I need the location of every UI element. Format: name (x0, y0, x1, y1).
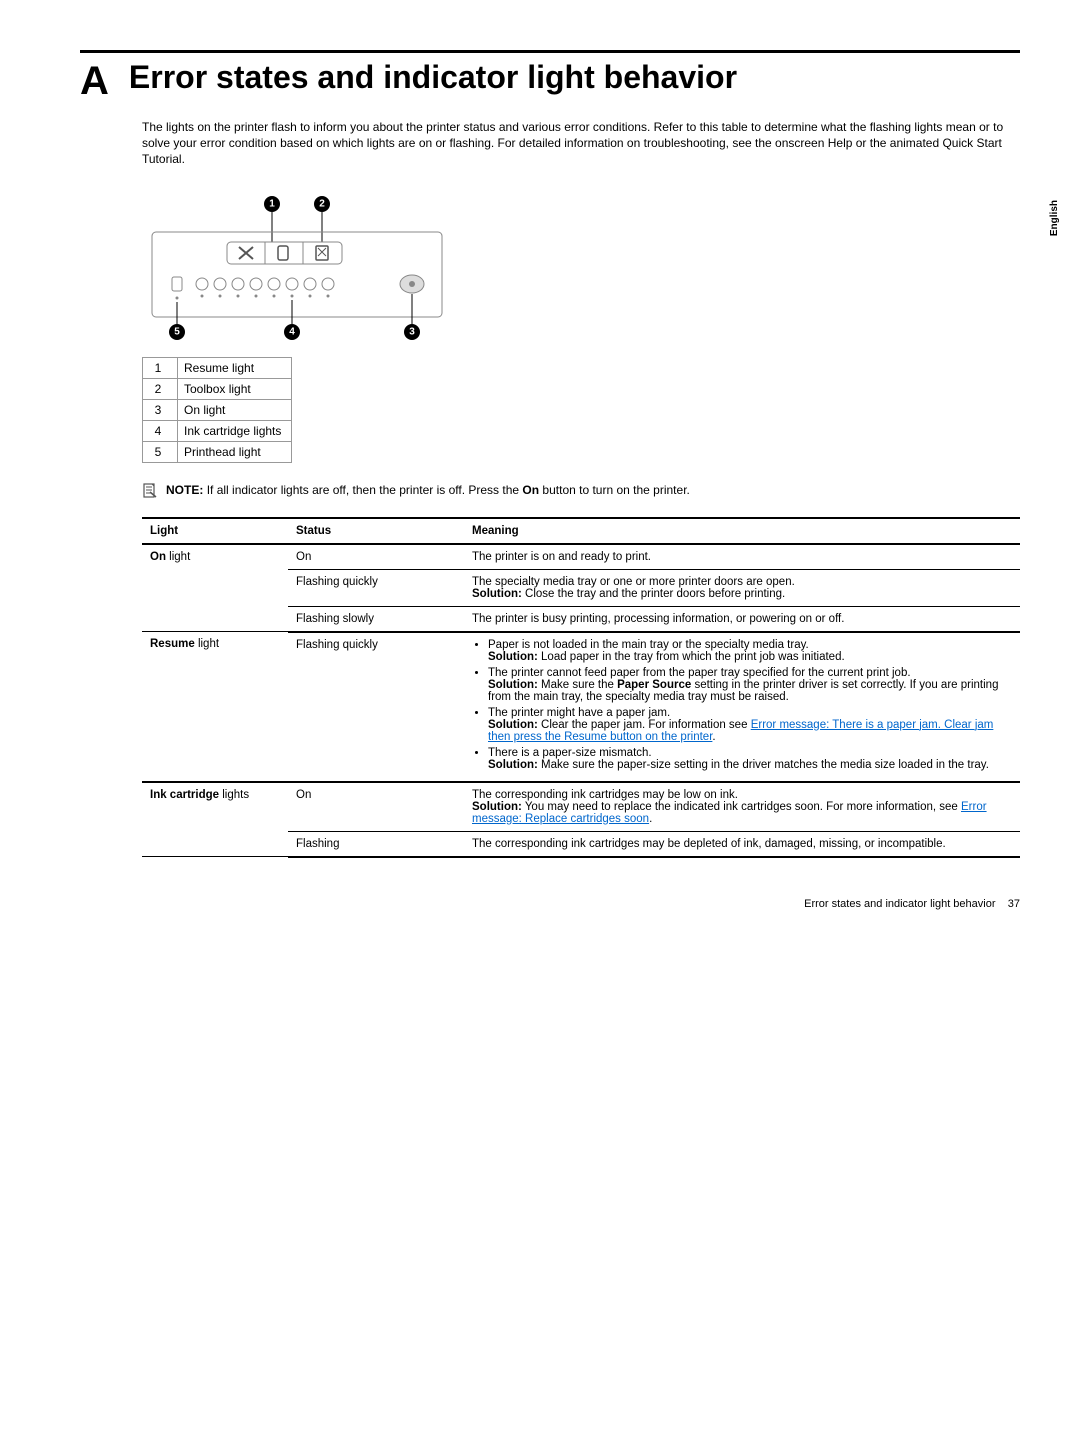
table-row: On light On The printer is on and ready … (142, 544, 1020, 570)
svg-text:5: 5 (174, 326, 180, 337)
legend-table: 1Resume light2Toolbox light3On light4Ink… (142, 357, 292, 463)
svg-text:4: 4 (289, 326, 295, 337)
table-row: Resume light Flashing quickly Paper is n… (142, 632, 1020, 782)
legend-row: 2Toolbox light (143, 378, 292, 399)
legend-row: 3On light (143, 399, 292, 420)
printer-panel-diagram: 1 2 (142, 192, 452, 347)
legend-row: 5Printhead light (143, 441, 292, 462)
diagram-block: 1 2 (142, 192, 1020, 463)
note-row: NOTE: If all indicator lights are off, t… (142, 483, 1020, 499)
note-text: NOTE: If all indicator lights are off, t… (166, 483, 690, 497)
language-tab: English (1049, 200, 1060, 236)
col-header-status: Status (288, 518, 464, 544)
legend-row: 1Resume light (143, 357, 292, 378)
svg-text:3: 3 (409, 326, 415, 337)
legend-row: 4Ink cartridge lights (143, 420, 292, 441)
page-title: Error states and indicator light behavio… (129, 61, 737, 95)
page-title-row: A Error states and indicator light behav… (80, 61, 1020, 101)
appendix-letter: A (80, 61, 109, 101)
col-header-meaning: Meaning (464, 518, 1020, 544)
svg-text:2: 2 (319, 198, 325, 209)
intro-paragraph: The lights on the printer flash to infor… (142, 119, 1020, 168)
note-icon (142, 483, 158, 499)
table-row: Ink cartridge lights On The correspondin… (142, 782, 1020, 832)
top-rule (80, 50, 1020, 53)
page-footer: Error states and indicator light behavio… (80, 898, 1020, 910)
col-header-light: Light (142, 518, 288, 544)
svg-text:1: 1 (269, 198, 275, 209)
error-states-table: Light Status Meaning On light On The pri… (142, 517, 1020, 858)
